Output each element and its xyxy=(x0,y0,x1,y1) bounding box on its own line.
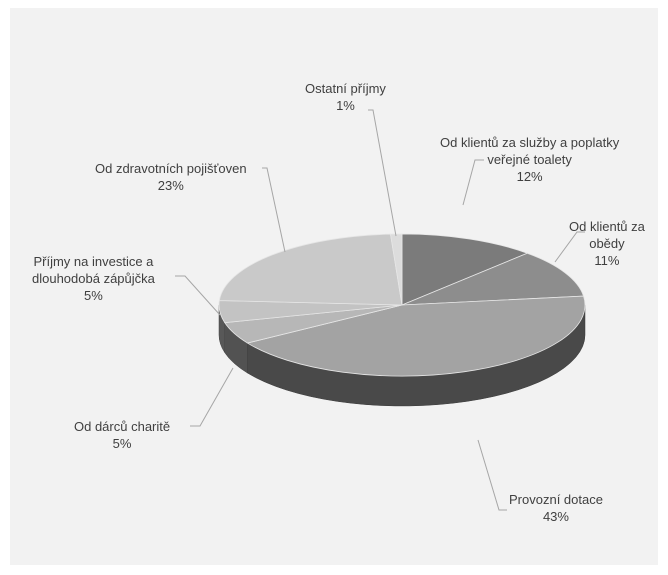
label-provozni: Provozní dotace 43% xyxy=(509,491,603,525)
label-investice: Příjmy na investice a dlouhodobá zápůjčk… xyxy=(32,253,155,304)
slice-name-investice-2: dlouhodobá zápůjčka xyxy=(32,271,155,286)
leader-line-1 xyxy=(554,231,585,263)
slice-pct-darci: 5% xyxy=(112,436,132,451)
slice-name-provozni: Provozní dotace xyxy=(509,492,603,507)
leader-line-5 xyxy=(262,167,286,253)
slice-pct-investice: 5% xyxy=(84,288,103,303)
slice-name-zdravotni: Od zdravotních pojišťoven xyxy=(95,161,247,176)
pie-slice-0 xyxy=(401,233,529,306)
slice-name-obedy: Od klientů za xyxy=(569,219,645,234)
pie-slice-2 xyxy=(246,295,586,377)
pie-slice-5 xyxy=(218,233,403,306)
label-zdravotni: Od zdravotních pojišťoven 23% xyxy=(95,160,247,194)
slice-name-investice: Příjmy na investice a xyxy=(33,254,154,269)
pie-slice-6 xyxy=(390,233,403,306)
label-ostatni: Ostatní příjmy 1% xyxy=(305,80,386,114)
slice-pct-obedy: 11% xyxy=(594,253,620,268)
leader-line-3 xyxy=(190,367,234,427)
slice-name-obedy-2: obědy xyxy=(589,236,625,251)
leader-line-2 xyxy=(477,439,507,511)
slice-name-darci: Od dárců charitě xyxy=(74,419,171,434)
slice-name-toalety-2: veřejné toalety xyxy=(487,152,572,167)
leader-line-6 xyxy=(368,109,397,237)
label-darci: Od dárců charitě 5% xyxy=(74,418,170,452)
label-toalety: Od klientů za služby a poplatky veřejné … xyxy=(440,134,619,185)
leader-line-4 xyxy=(175,275,221,316)
pie-slice-1 xyxy=(401,252,585,306)
slice-pct-provozni: 43% xyxy=(542,509,569,524)
slice-name-toalety: Od klientů za služby a poplatky xyxy=(440,135,620,150)
slice-name-ostatni: Ostatní příjmy xyxy=(305,81,386,96)
pie-top-faces xyxy=(218,233,586,377)
slice-pct-ostatni: 1% xyxy=(336,98,355,113)
leader-line-0 xyxy=(462,159,484,206)
slice-pct-toalety: 12% xyxy=(516,169,543,184)
label-obedy: Od klientů za obědy 11% xyxy=(569,218,645,269)
slice-pct-zdravotni: 23% xyxy=(157,178,184,193)
leader-lines xyxy=(175,109,585,511)
